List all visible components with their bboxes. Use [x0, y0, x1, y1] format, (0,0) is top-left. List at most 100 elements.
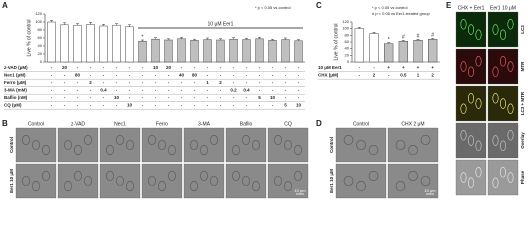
cell-shape: [64, 139, 72, 151]
micrograph: [141, 163, 183, 199]
cell-shape: [467, 24, 474, 35]
table-cell: -: [90, 65, 92, 70]
cell-shape: [492, 24, 499, 35]
cell-shape: [475, 29, 482, 40]
table-cell: 0.4: [243, 88, 250, 93]
table-cell: 10: [270, 95, 276, 100]
table-cell: -: [155, 88, 157, 93]
bar: [242, 39, 251, 63]
table-cell: 20: [62, 65, 68, 70]
micrograph: [387, 163, 439, 199]
scale-label: 10 μm: [294, 188, 306, 193]
cell-shape: [460, 130, 467, 141]
table-cell: -: [155, 73, 157, 78]
table-cell: -: [77, 95, 79, 100]
bar: [177, 38, 186, 63]
annotation: * p < 0.05 vs control: [372, 5, 408, 10]
micrograph: [99, 127, 141, 163]
table-row-label: Ferro (μM): [4, 80, 27, 85]
table-cell: 10: [127, 103, 133, 108]
table-cell: -: [298, 95, 300, 100]
table-cell: -: [103, 73, 105, 78]
cell-shape: [252, 181, 260, 192]
table-cell: -: [77, 88, 79, 93]
cell-shape: [252, 139, 260, 151]
cell-shape: [106, 170, 114, 181]
column-label: Bafilo: [240, 121, 253, 127]
table-cell: -: [51, 103, 53, 108]
y-axis-label: Live % of control: [333, 24, 339, 61]
micrograph: [487, 11, 519, 48]
table-cell: -: [129, 88, 131, 93]
column-label: CHX 2 μM: [401, 121, 424, 127]
table-cell: -: [259, 88, 261, 93]
bar: [268, 40, 277, 63]
table-cell: 0.5: [400, 73, 407, 78]
cell-shape: [126, 139, 134, 151]
bar: [138, 40, 147, 63]
table-cell: -: [272, 80, 274, 85]
table-cell: -: [103, 80, 105, 85]
table-cell: -: [168, 73, 170, 78]
table-cell: 80: [192, 73, 198, 78]
cell-shape: [274, 134, 282, 145]
cell-shape: [22, 134, 30, 145]
panel-letter: D: [316, 119, 322, 128]
table-cell: -: [194, 103, 196, 108]
table-cell: -: [90, 103, 92, 108]
table-cell: -: [246, 103, 248, 108]
cell-shape: [168, 170, 176, 181]
table-cell: -: [298, 73, 300, 78]
micrograph: [455, 11, 487, 48]
column-label: z-VAD: [71, 121, 85, 127]
cell-shape: [232, 170, 240, 181]
table-cell: 5: [284, 103, 287, 108]
table-cell: -: [233, 95, 235, 100]
y-tick-label: 120: [35, 11, 42, 16]
table-cell: +: [417, 65, 420, 70]
table-cell: -: [220, 95, 222, 100]
column-label: Nec1: [114, 121, 126, 127]
cell-shape: [116, 134, 124, 145]
table-cell: -: [142, 65, 144, 70]
cell-shape: [284, 181, 292, 192]
table-cell: -: [64, 95, 66, 100]
table-cell: -: [285, 65, 287, 70]
bar: [229, 38, 238, 63]
cell-shape: [22, 175, 30, 187]
bar: [294, 40, 303, 63]
table-cell: -: [77, 65, 79, 70]
table-cell: -: [194, 88, 196, 93]
table-cell: -: [246, 80, 248, 85]
table-cell: -: [207, 103, 209, 108]
table-cell: -: [129, 95, 131, 100]
cell-shape: [492, 177, 499, 188]
table-row-label: Baflio (nM): [4, 95, 28, 100]
table-cell: -: [142, 80, 144, 85]
cell-shape: [32, 139, 40, 151]
cell-shape: [343, 134, 354, 145]
table-cell: -: [220, 65, 222, 70]
cell-shape: [190, 139, 198, 151]
significance-label: #: [402, 35, 405, 41]
row-label: Control: [9, 137, 14, 153]
table-cell: -: [181, 65, 183, 70]
table-row-label: 3-MA (mM): [4, 88, 27, 93]
cell-shape: [420, 175, 431, 187]
table-cell: 2: [89, 80, 92, 85]
table-cell: -: [194, 95, 196, 100]
table-cell: -: [285, 88, 287, 93]
row-label: Eer1 10 μM: [9, 169, 14, 193]
cell-shape: [168, 145, 176, 156]
table-cell: 5: [258, 95, 261, 100]
table-cell: -: [90, 95, 92, 100]
table-cell: -: [298, 80, 300, 85]
y-tick-label: 60: [345, 39, 350, 44]
y-tick-label: 20: [38, 51, 43, 56]
table-cell: -: [64, 80, 66, 85]
bar: [255, 38, 264, 63]
bar: [99, 25, 108, 63]
y-tick-label: 60: [38, 35, 43, 40]
table-cell: -: [246, 73, 248, 78]
table-cell: -: [142, 88, 144, 93]
